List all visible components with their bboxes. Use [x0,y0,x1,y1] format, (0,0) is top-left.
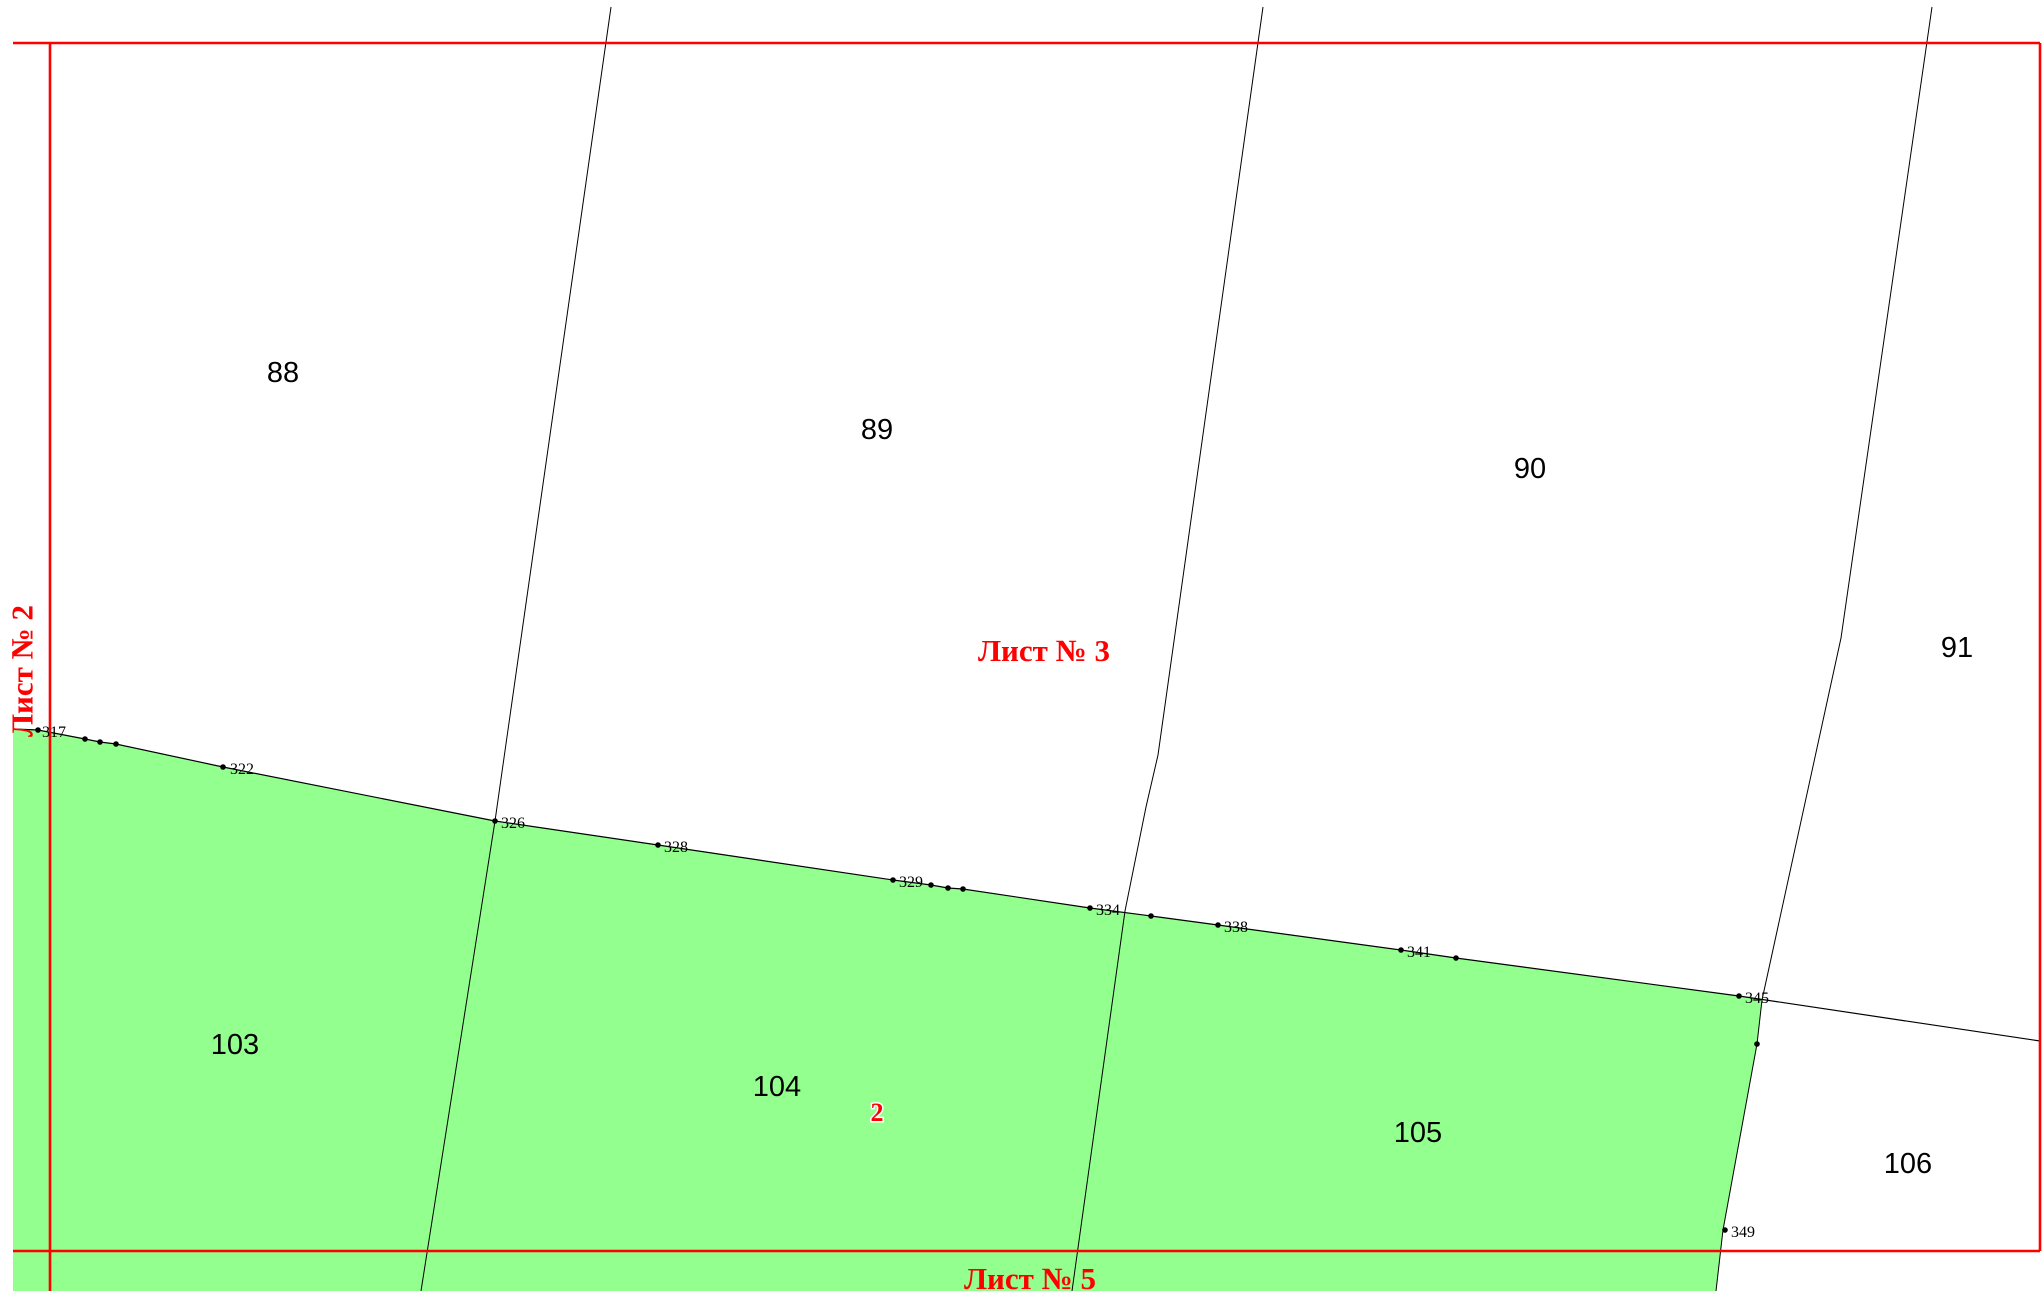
vertex-label-338: 338 [1224,919,1248,936]
vertex [928,882,934,888]
vertex-322 [220,764,226,770]
vertex-326 [492,818,498,824]
vertex [1754,1041,1760,1047]
parcel-label-91: 91 [1941,632,1973,664]
vertex [945,885,951,891]
vertex-345 [1736,993,1742,999]
boundary-vertices [35,727,1760,1233]
parcel-labels: 88 89 90 91 103 104 105 106 [211,357,1973,1180]
zone-area [13,729,1762,1291]
parcel-label-106: 106 [1884,1148,1932,1180]
vertex-label-322: 322 [230,761,254,778]
sheet-label-current: Лист № 3 [978,633,1110,668]
vertex-label-341: 341 [1407,944,1431,961]
vertex-338 [1215,922,1221,928]
vertex-341 [1398,947,1404,953]
parcel-label-105: 105 [1394,1117,1442,1149]
parcel-label-90: 90 [1514,453,1546,485]
vertex-label-349: 349 [1731,1224,1755,1241]
vertex-328 [655,842,661,848]
vertex-label-329: 329 [899,874,923,891]
vertex-label-317: 317 [42,724,66,741]
vertex [960,886,966,892]
parcel-label-104: 104 [753,1071,801,1103]
vertex-labels: 317 322 326 328 329 334 338 341 345 349 [42,724,1769,1241]
sheet-label-bottom: Лист № 5 [964,1261,1096,1291]
grid-line-3 [1715,6,1933,1291]
vertex [82,736,88,742]
vertex-349 [1722,1227,1728,1233]
parcel-label-89: 89 [861,414,893,446]
grid-line-2 [1071,6,1264,1291]
vertex-label-326: 326 [501,815,525,832]
vertex [1453,955,1459,961]
vertex-329 [890,877,896,883]
parcel-label-88: 88 [267,357,299,389]
vertex-label-334: 334 [1096,902,1120,919]
vertex-334 [1087,905,1093,911]
vertex-317 [35,727,41,733]
vertex [1148,913,1154,919]
vertex-label-328: 328 [664,839,688,856]
vertex [113,741,119,747]
vertex [97,739,103,745]
zone-label: 2 [871,1098,884,1127]
vertex-label-345: 345 [1745,990,1769,1007]
parcel-label-103: 103 [211,1029,259,1061]
sheet-label-left: Лист № 2 [5,605,40,737]
